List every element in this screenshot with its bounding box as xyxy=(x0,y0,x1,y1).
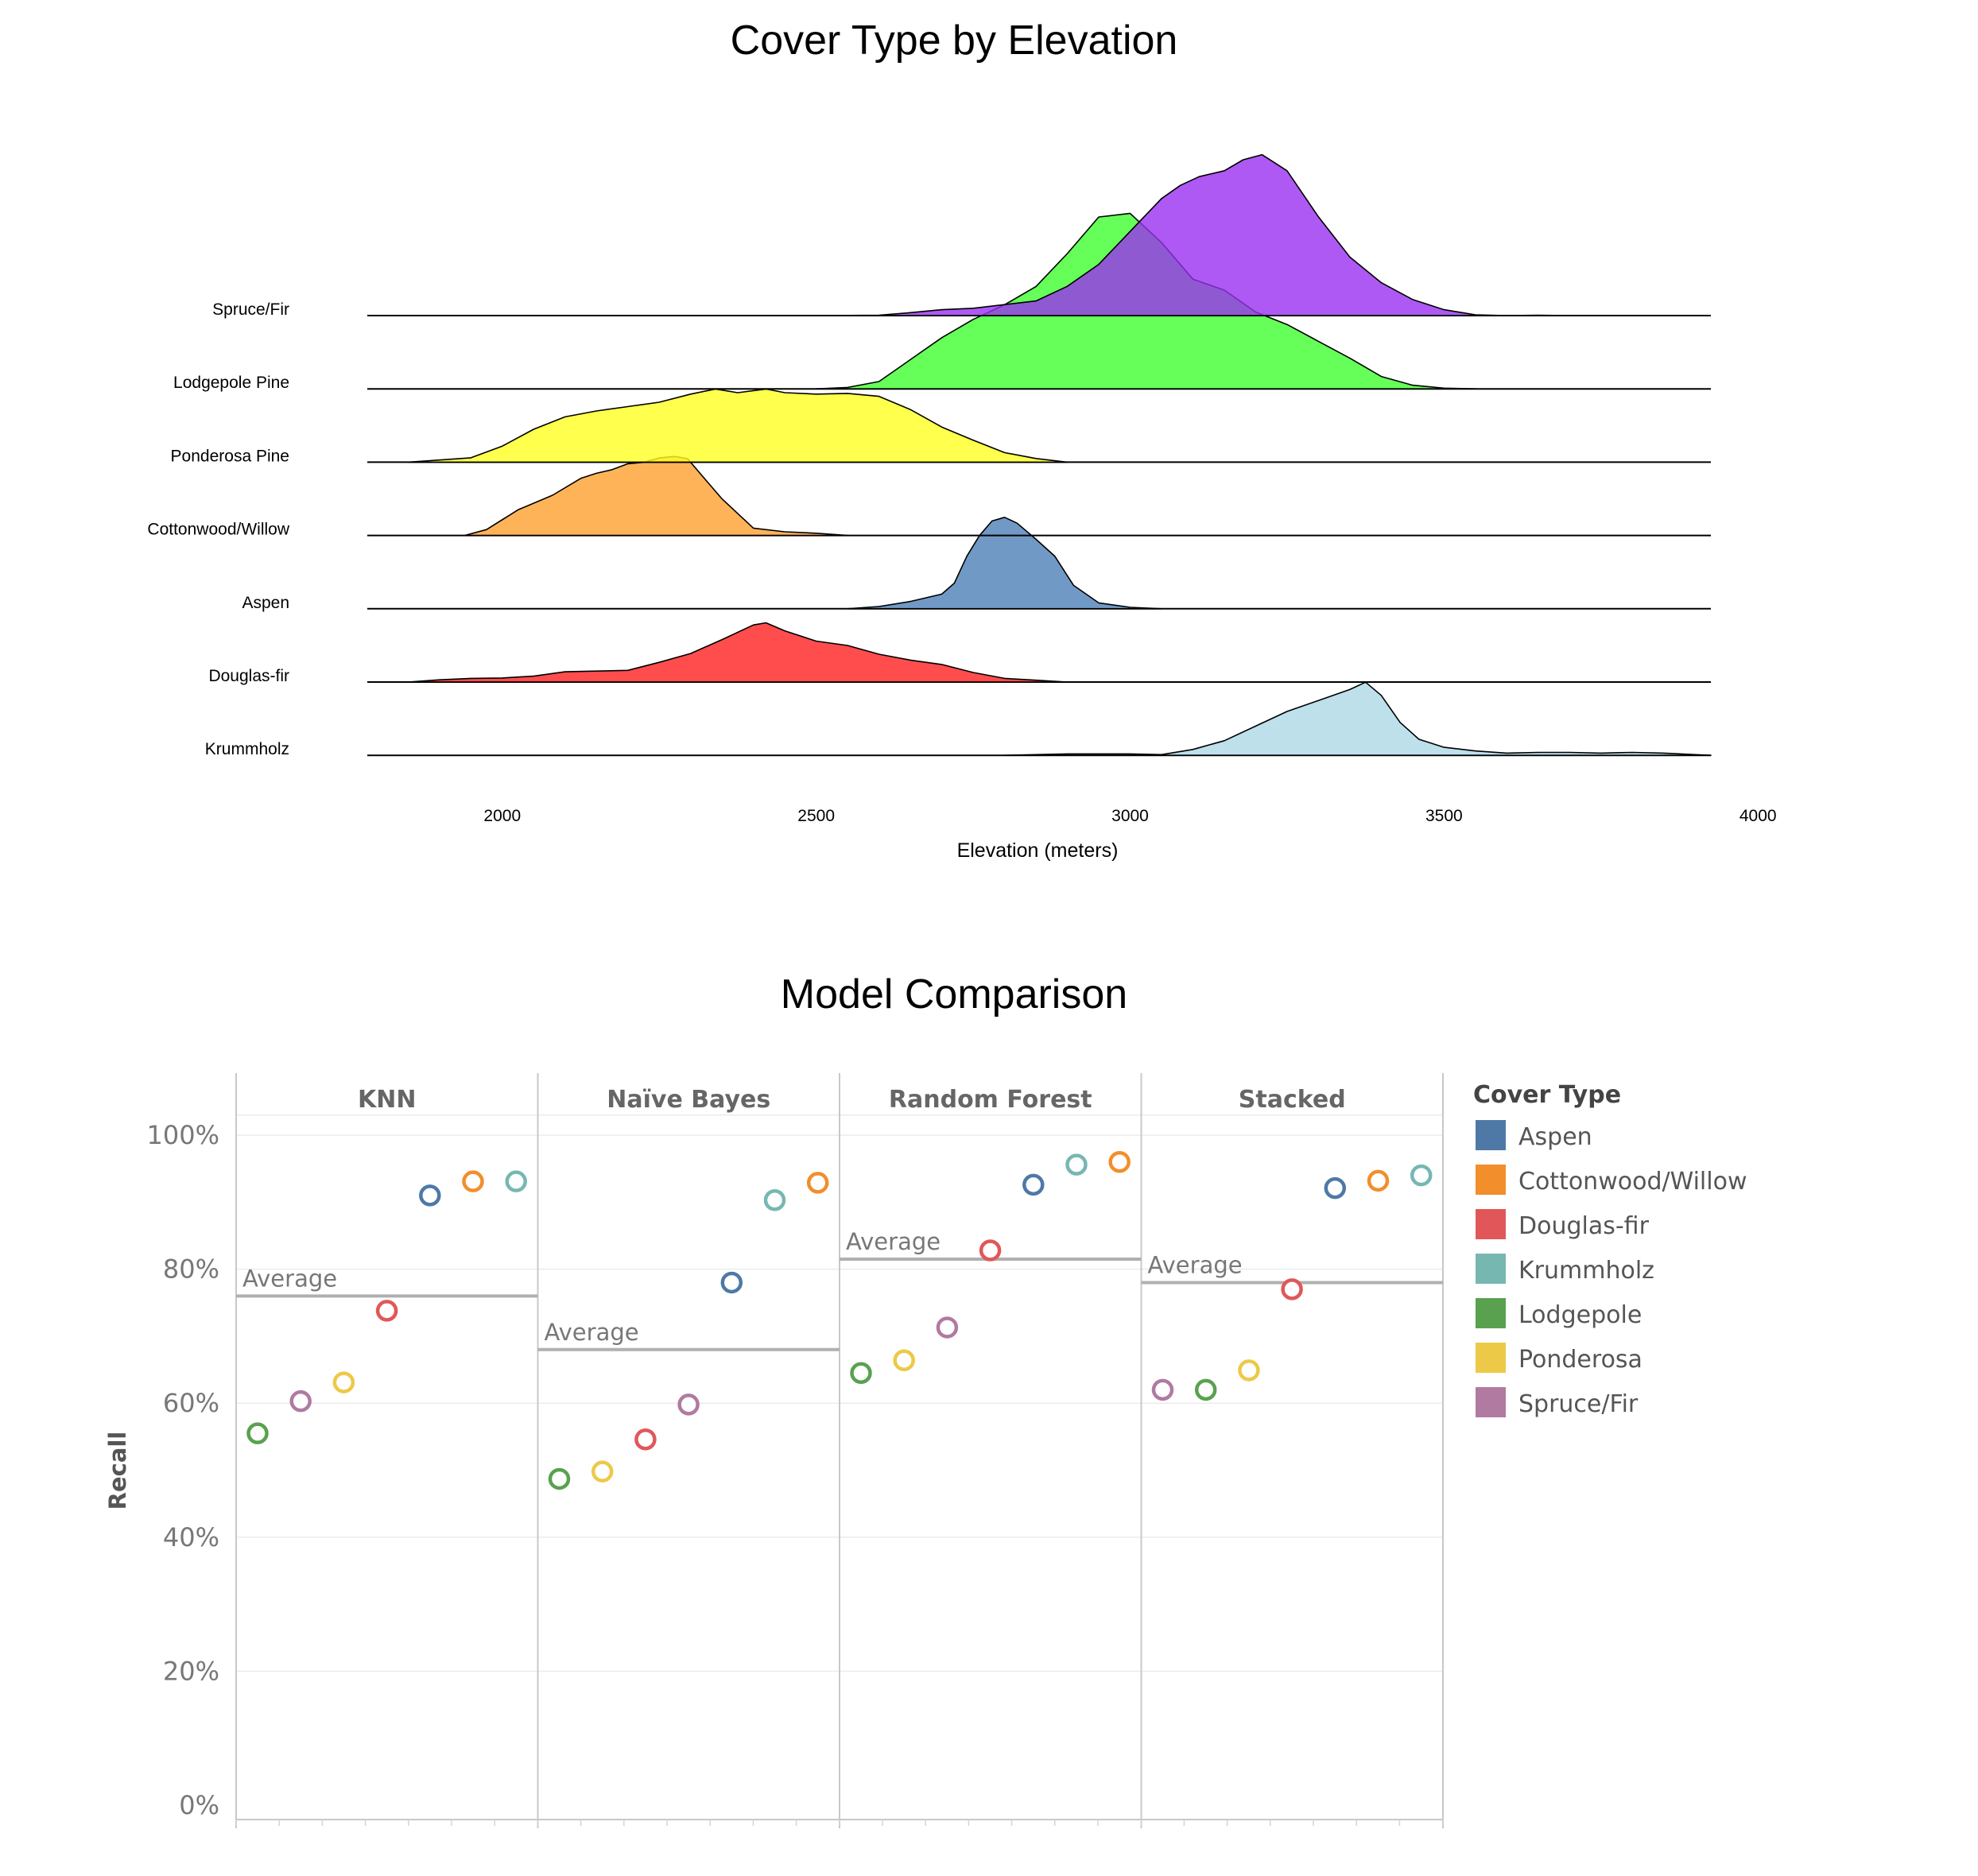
legend-label: Ponderosa xyxy=(1518,1346,1643,1374)
point-ponderosa xyxy=(1238,1359,1260,1382)
point-cottonwood-willow xyxy=(1367,1169,1390,1192)
point-douglas-fir xyxy=(979,1239,1002,1262)
ridge-aspen xyxy=(847,517,1162,610)
legend-swatch xyxy=(1476,1387,1506,1417)
model-comparison-title: Model Comparison xyxy=(781,971,1127,1017)
legend-swatch xyxy=(1476,1343,1506,1373)
grid xyxy=(235,1073,1444,1828)
point-aspen xyxy=(720,1271,743,1294)
y-axis-ticks: 0% 20% 40% 60% 80% 100% xyxy=(147,1120,219,1820)
point-krummholz xyxy=(1410,1164,1433,1187)
row-label-ponderosa-pine: Ponderosa Pine xyxy=(171,447,289,465)
y-tick-label: 80% xyxy=(163,1254,219,1285)
point-spruce-fir xyxy=(677,1393,700,1416)
legend-label: Aspen xyxy=(1518,1123,1592,1151)
ridge-spruce-fir xyxy=(815,153,1571,316)
point-cottonwood-willow xyxy=(806,1172,829,1194)
row-label-aspen: Aspen xyxy=(242,594,289,612)
legend-item-douglas-fir: Douglas-fir xyxy=(1476,1209,1650,1240)
ridge-krummholz xyxy=(1003,681,1712,756)
legend-item-spruce-fir: Spruce/Fir xyxy=(1476,1387,1639,1418)
panel-header: Stacked xyxy=(1239,1086,1346,1114)
point-lodgepole xyxy=(1194,1378,1217,1401)
y-axis-label: Recall xyxy=(104,1432,131,1510)
panel-random-forest: Random Forest Average xyxy=(840,1086,1142,1385)
x-tick-3000: 3000 xyxy=(1111,807,1149,825)
ridgeline-title: Cover Type by Elevation xyxy=(731,17,1178,64)
point-douglas-fir xyxy=(375,1300,398,1322)
legend-item-ponderosa: Ponderosa xyxy=(1476,1343,1643,1374)
ridgeline-chart: Cover Type by Elevation Spruce/Fir Lodgep… xyxy=(147,17,1776,862)
ridge-douglas-fir xyxy=(407,622,1069,683)
x-tick-2500: 2500 xyxy=(797,807,835,825)
point-krummholz xyxy=(763,1189,786,1211)
legend-label: Spruce/Fir xyxy=(1518,1390,1639,1418)
point-douglas-fir xyxy=(634,1428,657,1451)
legend-label: Douglas-fir xyxy=(1518,1212,1650,1240)
point-spruce-fir xyxy=(936,1316,959,1339)
x-axis-ticks: 2000 2500 3000 3500 4000 xyxy=(483,807,1776,825)
legend: Cover Type Aspen Cottonwood/Willow Douglas… xyxy=(1473,1081,1747,1418)
row-label-cottonwood-willow: Cottonwood/Willow xyxy=(147,521,289,539)
row-label-spruce-fir: Spruce/Fir xyxy=(212,300,289,319)
legend-swatch xyxy=(1476,1120,1506,1150)
panel-header: Naïve Bayes xyxy=(607,1086,770,1114)
panel-header: KNN xyxy=(358,1086,416,1114)
x-tick-4000: 4000 xyxy=(1739,807,1777,825)
point-ponderosa xyxy=(332,1371,355,1393)
row-label-douglas-fir: Douglas-fir xyxy=(208,667,289,685)
point-douglas-fir xyxy=(1281,1278,1303,1300)
x-tick-2000: 2000 xyxy=(483,807,521,825)
legend-label: Krummholz xyxy=(1518,1257,1654,1285)
x-tick-3500: 3500 xyxy=(1425,807,1463,825)
row-labels: Spruce/Fir Lodgepole Pine Ponderosa Pine Co… xyxy=(147,300,289,758)
legend-swatch xyxy=(1476,1165,1506,1195)
y-tick-label: 60% xyxy=(163,1388,219,1418)
average-label: Average xyxy=(242,1265,337,1292)
average-label: Average xyxy=(545,1319,639,1346)
ridges xyxy=(367,153,1712,757)
point-cottonwood-willow xyxy=(462,1170,484,1192)
point-krummholz xyxy=(505,1170,527,1192)
legend-item-krummholz: Krummholz xyxy=(1476,1254,1654,1285)
point-lodgepole xyxy=(246,1422,269,1444)
legend-item-aspen: Aspen xyxy=(1476,1120,1592,1151)
point-aspen xyxy=(1324,1176,1347,1200)
legend-title: Cover Type xyxy=(1473,1081,1621,1109)
legend-swatch xyxy=(1476,1254,1506,1284)
point-spruce-fir xyxy=(1151,1378,1174,1401)
legend-item-lodgepole: Lodgepole xyxy=(1476,1298,1642,1329)
point-aspen xyxy=(419,1184,441,1207)
point-aspen xyxy=(1022,1173,1045,1196)
y-tick-label: 0% xyxy=(179,1790,219,1820)
legend-swatch xyxy=(1476,1209,1506,1239)
point-lodgepole xyxy=(548,1467,571,1490)
average-label: Average xyxy=(1148,1251,1243,1278)
x-axis-label: Elevation (meters) xyxy=(957,839,1119,862)
panel-knn: KNN Average xyxy=(236,1086,538,1444)
point-ponderosa xyxy=(591,1460,614,1483)
y-tick-label: 40% xyxy=(163,1522,219,1552)
legend-item-cottonwood-willow: Cottonwood/Willow xyxy=(1476,1165,1747,1196)
panel-header: Random Forest xyxy=(889,1086,1092,1114)
panel-na-ve-bayes: Naïve Bayes Average xyxy=(537,1086,840,1490)
point-ponderosa xyxy=(893,1349,915,1371)
y-tick-label: 20% xyxy=(163,1656,219,1686)
row-label-lodgepole-pine: Lodgepole Pine xyxy=(173,374,289,392)
average-label: Average xyxy=(846,1228,941,1255)
point-lodgepole xyxy=(850,1362,872,1385)
legend-label: Cottonwood/Willow xyxy=(1518,1168,1747,1196)
point-krummholz xyxy=(1065,1153,1088,1176)
point-cottonwood-willow xyxy=(1108,1150,1131,1173)
legend-swatch xyxy=(1476,1298,1506,1328)
legend-label: Lodgepole xyxy=(1518,1301,1642,1329)
point-spruce-fir xyxy=(289,1390,312,1413)
row-label-krummholz: Krummholz xyxy=(205,740,289,758)
y-tick-label: 100% xyxy=(147,1120,219,1150)
panel-stacked: Stacked Average xyxy=(1141,1086,1443,1401)
